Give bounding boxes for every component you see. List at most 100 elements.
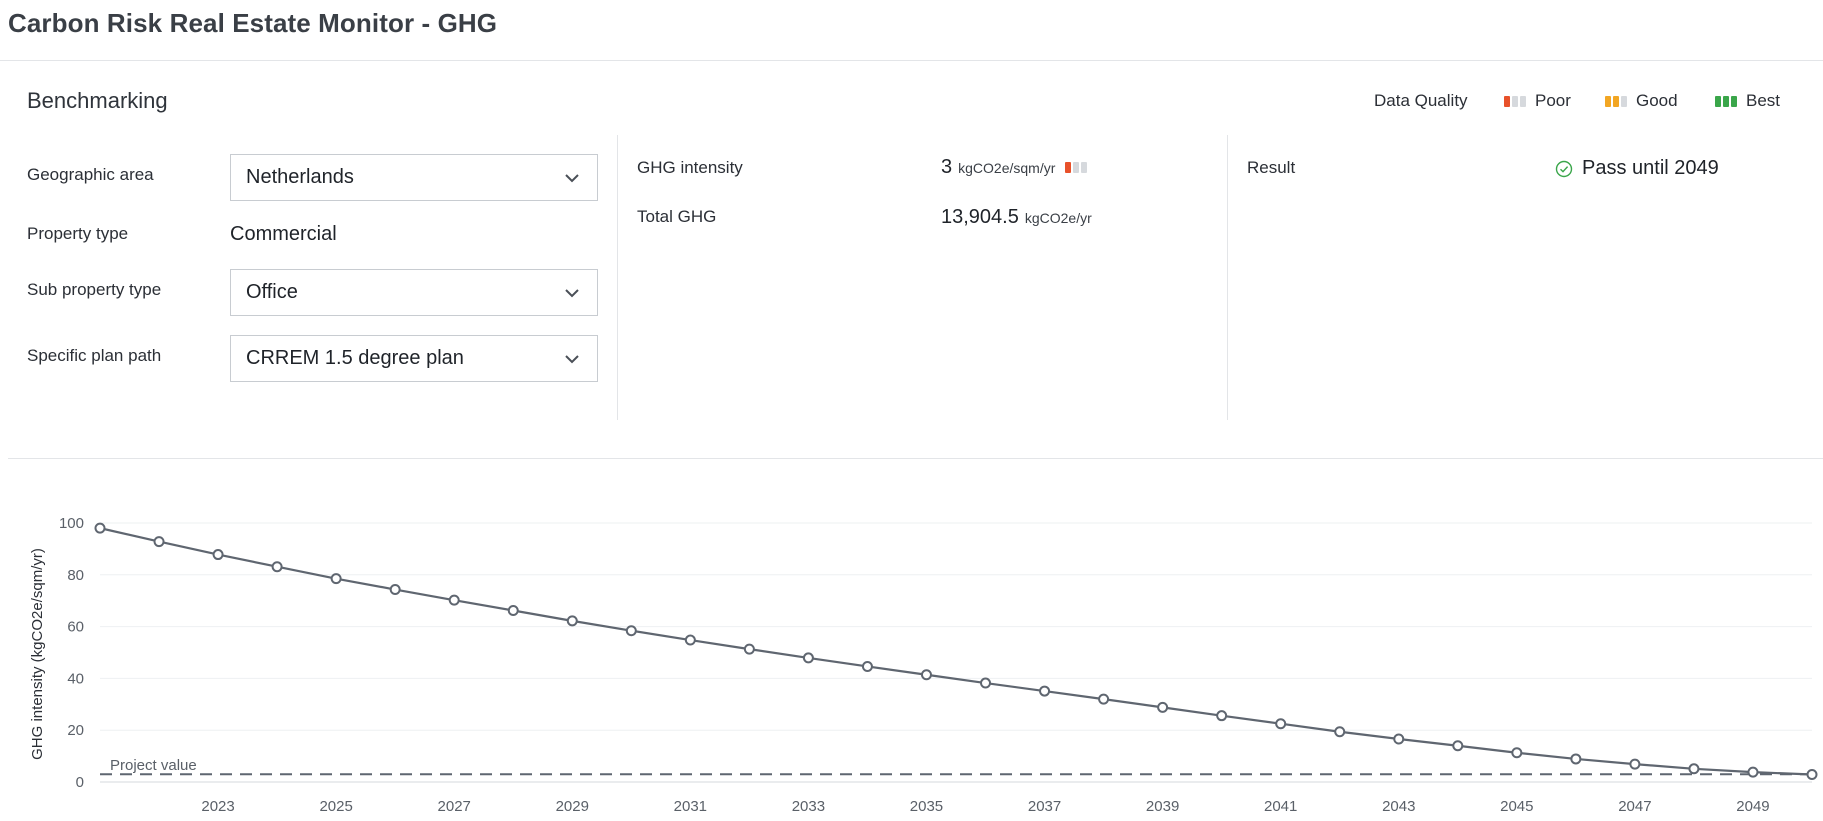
ghg-intensity-number: 3 xyxy=(941,156,953,178)
data-point xyxy=(1393,733,1405,745)
ghg-intensity-value: 3 kgCO2e/sqm/yr xyxy=(941,156,1088,179)
data-point xyxy=(1570,753,1582,765)
data-quality-label: Data Quality xyxy=(1374,91,1468,110)
app-header: Carbon Risk Real Estate Monitor - GHG xyxy=(0,0,1823,61)
quality-bars-icon xyxy=(1605,95,1627,107)
data-quality-legend-best: Best xyxy=(1715,91,1780,111)
total-ghg-value: 13,904.5 kgCO2e/yr xyxy=(941,206,1092,229)
data-quality-legend-good: Good xyxy=(1605,91,1678,111)
project-value-line: Project value xyxy=(100,757,1812,776)
data-point xyxy=(94,522,106,534)
ghg-pathway-chart: 0 20 40 60 80 100 2023 2025 2027 2029 2031 2033 203… xyxy=(29,515,1818,815)
data-point xyxy=(743,643,755,655)
data-quality-indicator-icon xyxy=(1065,162,1088,173)
data-point xyxy=(507,605,519,617)
data-point xyxy=(980,677,992,689)
data-point xyxy=(389,584,401,596)
quality-bars-icon xyxy=(1504,95,1526,107)
total-ghg-label: Total GHG xyxy=(637,207,717,226)
data-point xyxy=(448,594,460,606)
quality-bars-icon xyxy=(1715,95,1737,107)
specific-plan-path-label: Specific plan path xyxy=(27,346,162,365)
y-axis-ticks: 0 20 40 60 80 100 xyxy=(59,515,84,791)
x-tick-label: 2043 xyxy=(1382,798,1415,815)
total-ghg-number: 13,904.5 xyxy=(941,206,1019,228)
check-circle-icon xyxy=(1555,160,1573,177)
geographic-area-select[interactable]: Netherlands xyxy=(230,154,598,201)
chart-series xyxy=(94,522,1818,780)
data-point xyxy=(1098,693,1110,705)
data-point xyxy=(625,625,637,637)
y-tick-label: 100 xyxy=(59,515,84,532)
x-tick-label: 2037 xyxy=(1028,798,1061,815)
sub-property-type-value: Office xyxy=(246,281,298,303)
ghg-intensity-unit: kgCO2e/sqm/yr xyxy=(958,160,1056,176)
data-point xyxy=(1806,768,1818,780)
y-tick-label: 40 xyxy=(67,670,84,687)
chevron-down-icon xyxy=(565,289,579,298)
result-value: Pass until 2049 xyxy=(1582,157,1719,179)
section-divider xyxy=(8,458,1823,459)
x-tick-label: 2045 xyxy=(1500,798,1533,815)
specific-plan-path-select[interactable]: CRREM 1.5 degree plan xyxy=(230,335,598,382)
geographic-area-label: Geographic area xyxy=(27,165,154,184)
y-tick-label: 0 xyxy=(76,774,84,791)
data-point xyxy=(1275,718,1287,730)
data-point xyxy=(1039,685,1051,697)
x-tick-label: 2023 xyxy=(201,798,234,815)
data-point xyxy=(1688,763,1700,775)
data-point xyxy=(684,634,696,646)
x-tick-label: 2029 xyxy=(556,798,589,815)
data-point xyxy=(1334,726,1346,738)
chevron-down-icon xyxy=(565,174,579,183)
data-quality-legend-poor: Poor xyxy=(1504,91,1571,111)
data-quality-level-label: Good xyxy=(1636,91,1678,110)
data-point xyxy=(1216,710,1228,722)
x-tick-label: 2025 xyxy=(319,798,352,815)
project-value-label: Project value xyxy=(110,757,197,774)
data-point xyxy=(1629,758,1641,770)
series-line xyxy=(99,527,1813,776)
x-tick-label: 2039 xyxy=(1146,798,1179,815)
page-title: Carbon Risk Real Estate Monitor - GHG xyxy=(8,8,498,38)
y-tick-label: 80 xyxy=(67,567,84,584)
section-title-benchmarking: Benchmarking xyxy=(27,88,168,113)
data-point xyxy=(566,615,578,627)
x-axis-ticks: 2023 2025 2027 2029 2031 2033 2035 2037 2039 2041… xyxy=(201,798,1769,815)
chevron-down-icon xyxy=(565,355,579,364)
result-label: Result xyxy=(1247,158,1296,177)
y-tick-label: 20 xyxy=(67,722,84,739)
data-point xyxy=(802,652,814,664)
specific-plan-path-value: CRREM 1.5 degree plan xyxy=(246,347,464,369)
x-tick-label: 2047 xyxy=(1618,798,1651,815)
y-tick-label: 60 xyxy=(67,619,84,636)
sub-property-type-select[interactable]: Office xyxy=(230,269,598,316)
data-quality-level-label: Poor xyxy=(1535,91,1571,110)
column-divider xyxy=(617,135,618,420)
data-point xyxy=(330,573,342,585)
sub-property-type-label: Sub property type xyxy=(27,280,162,299)
result-status: Pass until 2049 xyxy=(1555,157,1719,180)
data-point xyxy=(1452,740,1464,752)
data-quality-level-label: Best xyxy=(1746,91,1781,110)
x-tick-label: 2041 xyxy=(1264,798,1297,815)
data-point xyxy=(271,561,283,573)
data-point xyxy=(861,660,873,672)
geographic-area-value: Netherlands xyxy=(246,166,354,188)
x-tick-label: 2027 xyxy=(438,798,471,815)
ghg-intensity-label: GHG intensity xyxy=(637,158,743,177)
property-type-value: Commercial xyxy=(230,223,337,245)
property-type-label: Property type xyxy=(27,224,129,243)
x-tick-label: 2033 xyxy=(792,798,825,815)
chart-grid xyxy=(100,522,1812,783)
x-tick-label: 2035 xyxy=(910,798,943,815)
total-ghg-unit: kgCO2e/yr xyxy=(1024,210,1092,226)
x-tick-label: 2049 xyxy=(1736,798,1769,815)
column-divider xyxy=(1227,135,1228,420)
y-axis-label: GHG intensity (kgCO2e/sqm/yr) xyxy=(29,548,46,760)
data-point xyxy=(212,549,224,561)
data-point xyxy=(1511,747,1523,759)
x-tick-label: 2031 xyxy=(674,798,707,815)
data-point xyxy=(920,669,932,681)
data-point xyxy=(1747,766,1759,778)
